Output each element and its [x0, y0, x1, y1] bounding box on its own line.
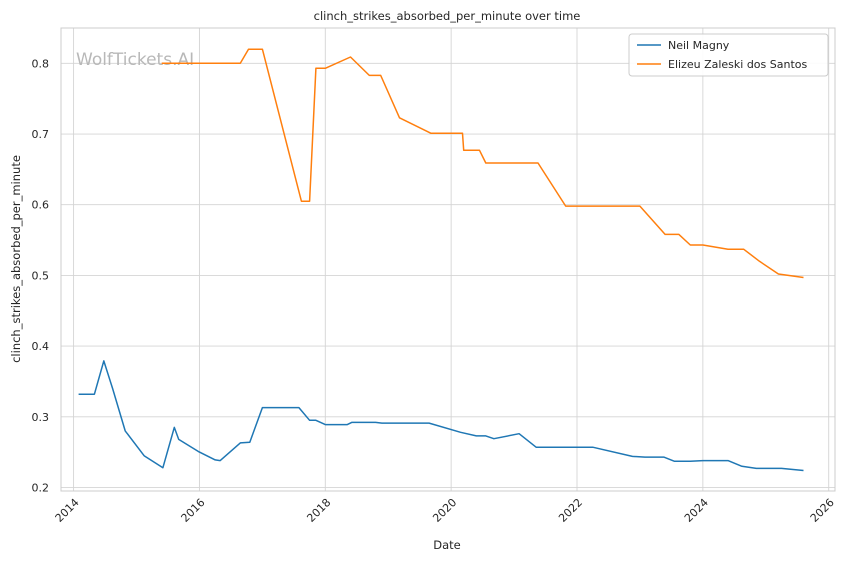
series-line-neil-magny: [78, 360, 804, 472]
x-tick-label: 2020: [430, 496, 459, 525]
y-tick-label: 0.8: [32, 57, 50, 70]
y-axis-label: clinch_strikes_absorbed_per_minute: [9, 155, 23, 363]
x-tick-label: 2016: [179, 496, 208, 525]
y-tick-label: 0.5: [32, 269, 50, 282]
x-tick-label: 2026: [808, 496, 837, 525]
series-line-elizeu-zaleski-dos-santos: [161, 48, 804, 279]
y-tick-label: 0.6: [32, 199, 50, 212]
x-tick-label: 2014: [53, 496, 82, 525]
legend: Neil Magny Elizeu Zaleski dos Santos: [628, 33, 829, 77]
grid-lines: [61, 28, 835, 491]
series-lines: [78, 48, 804, 472]
x-axis-ticks: 2014 2016 2018 2020 2022 2024 2026: [53, 496, 837, 525]
chart-title: clinch_strikes_absorbed_per_minute over …: [314, 9, 581, 23]
y-tick-label: 0.3: [32, 411, 50, 424]
x-tick-label: 2024: [682, 496, 711, 525]
x-tick-label: 2018: [304, 496, 333, 525]
legend-box: [628, 33, 829, 77]
legend-label-elizeu-zaleski: Elizeu Zaleski dos Santos: [668, 58, 808, 71]
x-tick-label: 2022: [556, 496, 585, 525]
x-axis-label: Date: [433, 538, 461, 552]
y-tick-label: 0.2: [32, 481, 50, 494]
plot-frame: [60, 27, 836, 492]
y-tick-label: 0.4: [32, 340, 50, 353]
y-tick-label: 0.7: [32, 128, 50, 141]
y-axis-ticks: 0.2 0.3 0.4 0.5 0.6 0.7 0.8: [32, 57, 50, 494]
legend-label-neil-magny: Neil Magny: [668, 39, 730, 52]
watermark: WolfTickets.AI: [76, 50, 194, 70]
